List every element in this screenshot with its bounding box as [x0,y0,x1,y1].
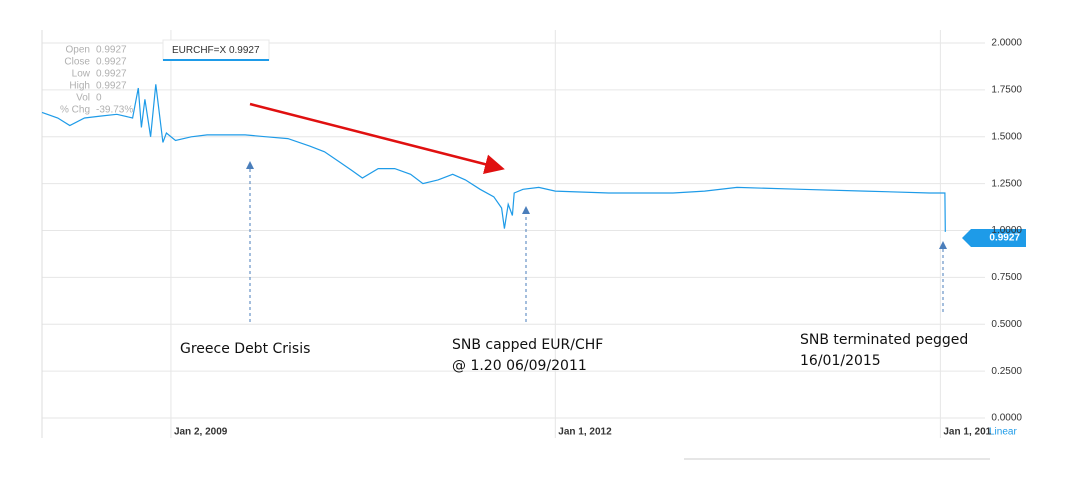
annotation: SNB capped EUR/CHF [452,337,603,353]
trend-arrow [249,102,505,174]
y-tick-label: 1.5000 [991,131,1022,142]
info-value: 0.9927 [96,81,127,92]
annotation: 16/01/2015 [800,353,881,369]
price-line [41,84,946,232]
y-tick-label: 1.0000 [991,225,1022,236]
info-value: -39.73% [96,105,133,116]
y-tick-label: 0.5000 [991,319,1022,330]
info-value: 0.9927 [96,69,127,80]
x-tick-label: Jan 1, 2012 [558,427,612,438]
y-tick-label: 0.0000 [991,413,1022,424]
x-tick-label: Jan 1, 201 [943,427,991,438]
annotation: @ 1.20 06/09/2011 [452,358,587,374]
info-value: 0.9927 [96,45,127,56]
info-value: 0.9927 [96,57,127,68]
y-tick-label: 1.2500 [991,178,1022,189]
info-label: Close [64,57,90,68]
info-label: Vol [76,93,90,104]
y-tick-label: 0.7500 [991,272,1022,283]
info-label: % Chg [60,105,90,116]
y-tick-label: 1.7500 [991,85,1022,96]
tooltip-price: 0.9927 [229,45,260,56]
price-badge-label: 0.9927 [989,233,1020,244]
y-tick-label: 2.0000 [991,38,1022,49]
info-label: High [69,81,90,92]
tooltip-symbol: EURCHF=X [172,45,227,56]
annotation: SNB terminated pegged [800,332,968,348]
x-tick-label: Jan 2, 2009 [174,427,228,438]
annotation: Greece Debt Crisis [180,341,310,357]
info-label: Open [66,45,90,56]
info-label: Low [72,69,91,80]
info-value: 0 [96,93,102,104]
y-tick-label: 0.2500 [991,366,1022,377]
tooltip: EURCHF=X 0.9927 [172,45,260,56]
scale-label[interactable]: Linear [989,427,1017,438]
price-badge [962,229,1026,247]
